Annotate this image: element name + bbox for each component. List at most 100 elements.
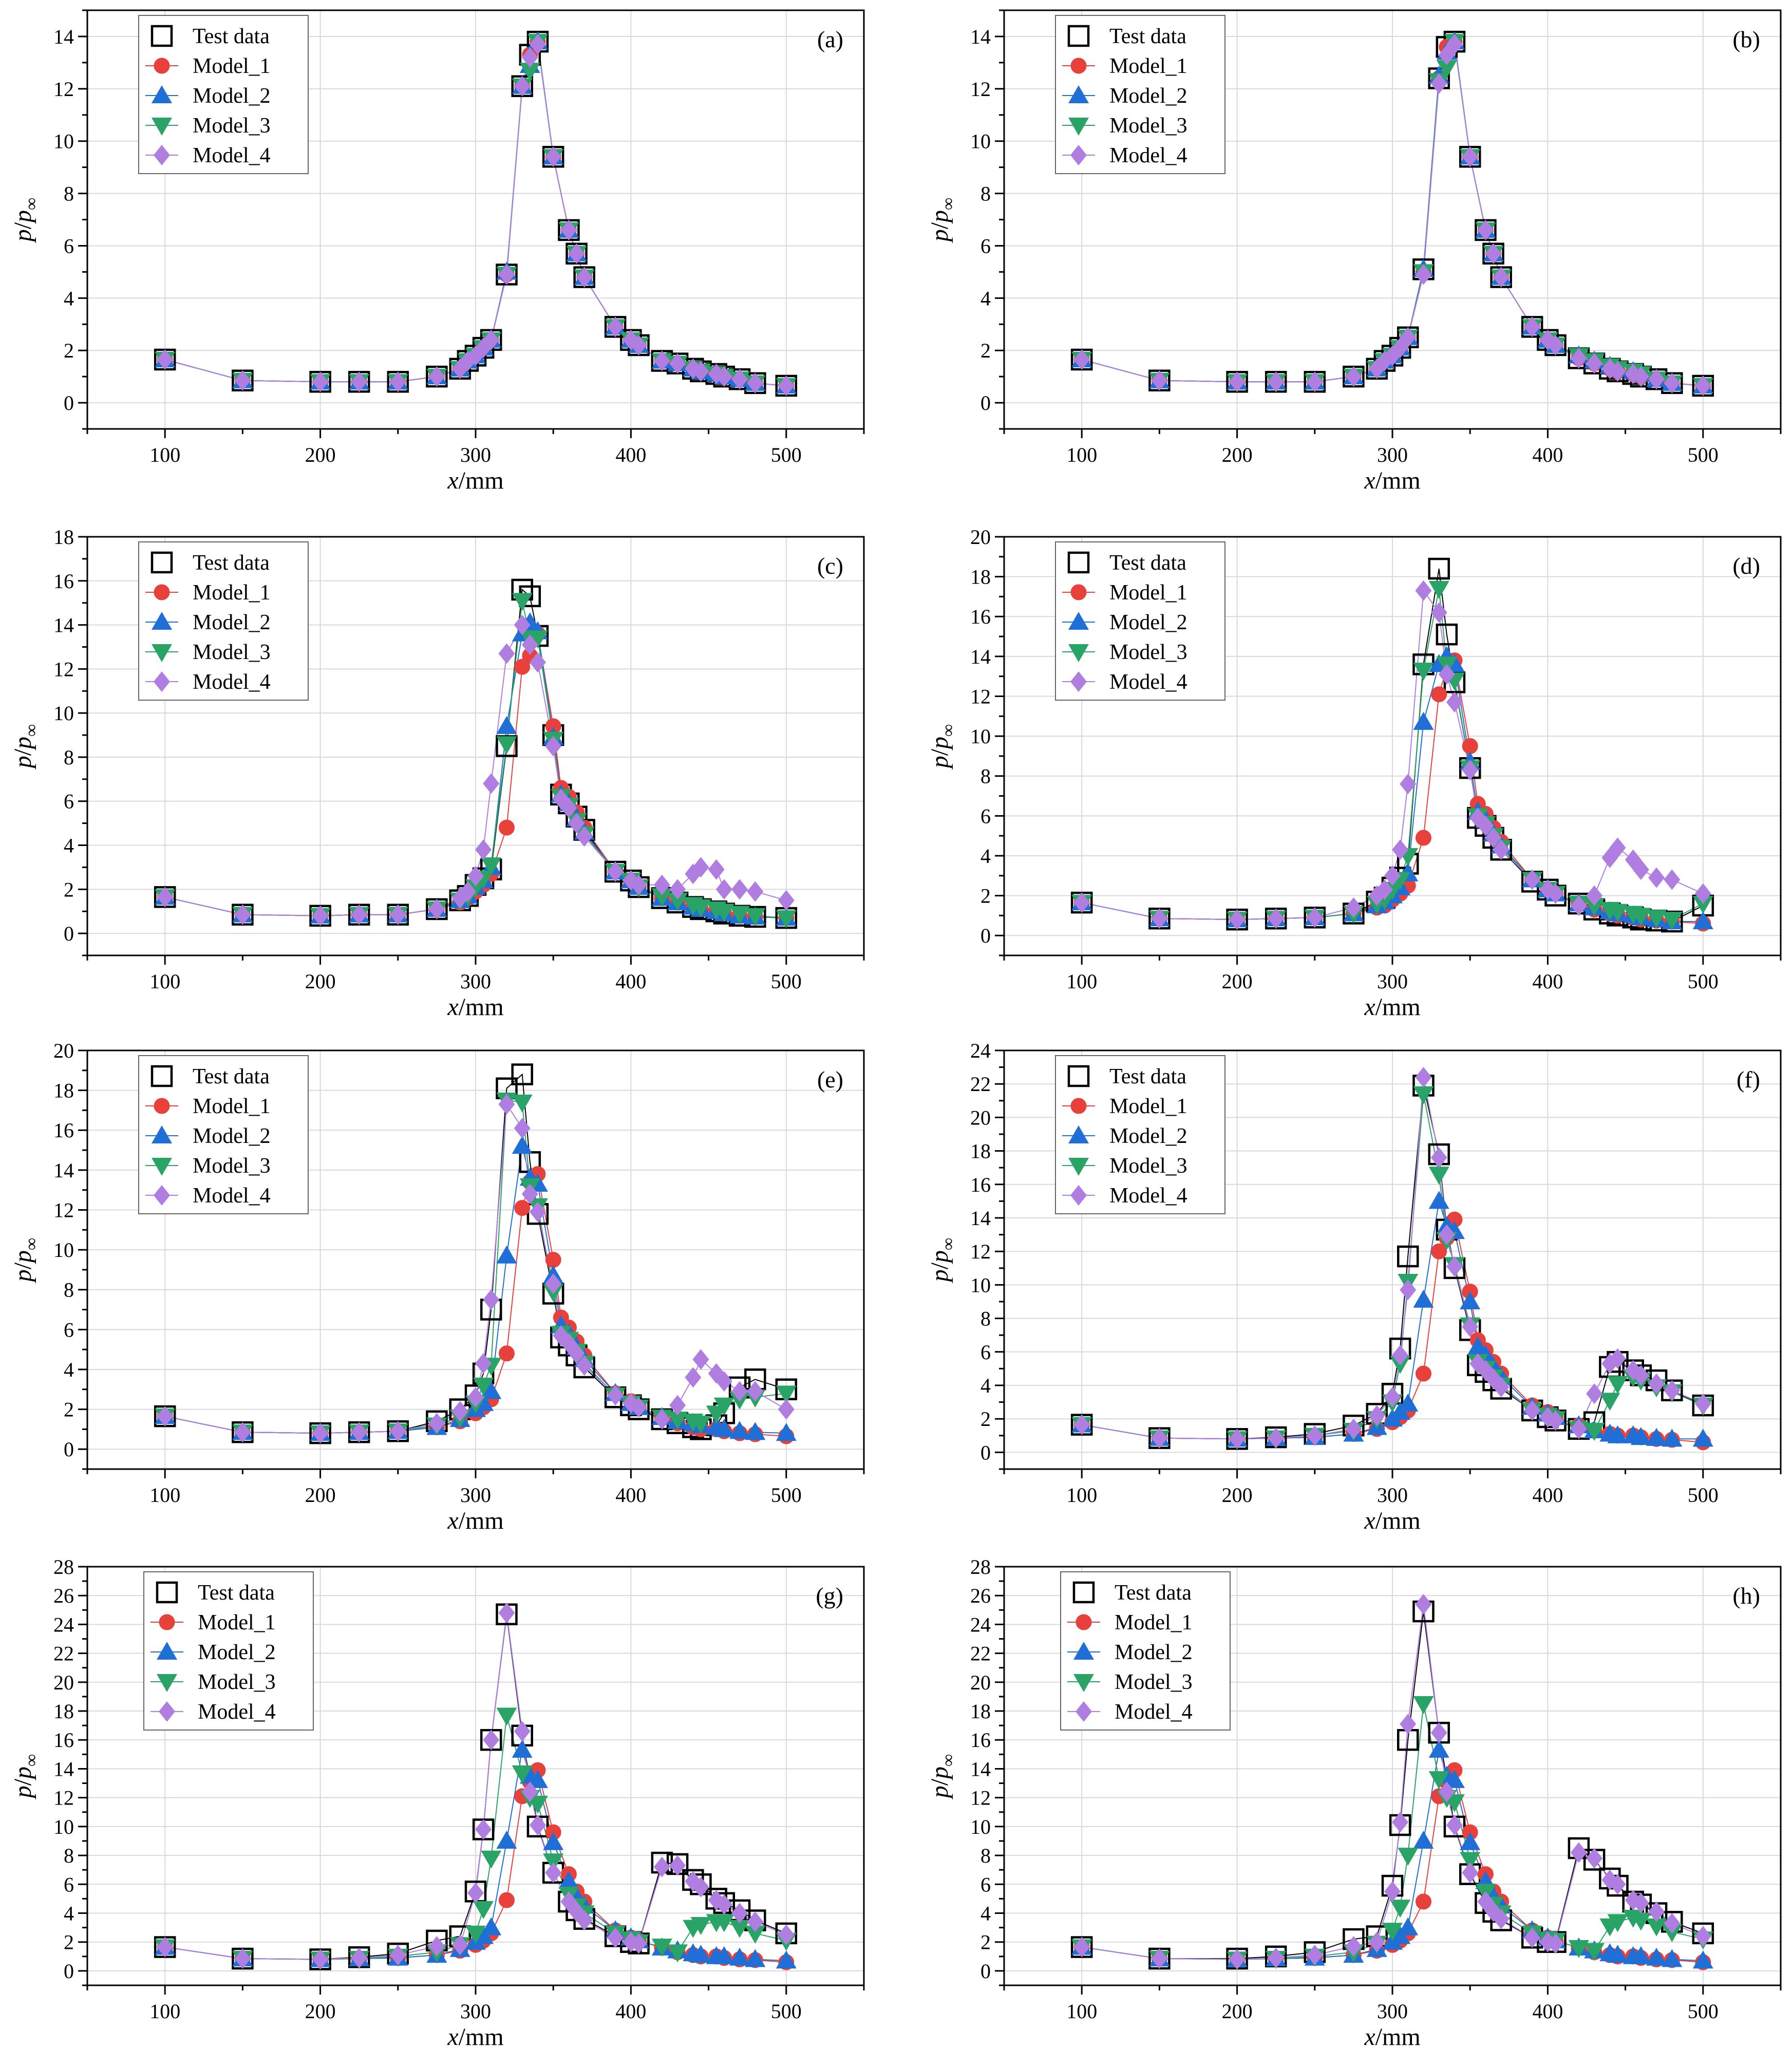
legend-marker [154,1185,170,1206]
data-point-model_4 [1524,869,1541,890]
legend-label: Model_1 [193,581,271,605]
chart-panel-h: 100 200 300 400 5000246810121416182022242628… [926,1555,1782,2051]
y-tick-label: 2 [980,885,991,908]
data-point-model_4 [483,329,500,350]
data-point-model_4 [630,1397,647,1418]
legend-label: Model_1 [193,54,271,78]
data-point-model_4 [1438,1781,1455,1802]
data-point-model_2 [729,1947,750,1966]
data-point-model_4 [157,887,174,908]
data-point-model_3 [667,1411,688,1430]
data-point-model_3 [1584,1423,1605,1441]
legend-marker [159,1614,175,1630]
data-point-model_4 [715,1371,732,1392]
x-axis-symbol: x [1364,467,1375,494]
data-point-model_1 [1431,686,1447,703]
data-point-model_3 [776,910,797,929]
data-point-model_4 [1073,1414,1090,1435]
data-point-model_4 [731,879,748,900]
legend-marker [154,584,170,600]
data-point-model_4 [1268,1947,1285,1968]
data-point-model_4 [1694,1393,1711,1414]
x-tick-label: 100 [1066,2000,1097,2023]
legend-label: Test data [198,1581,275,1605]
y-tick-label: 0 [64,1438,74,1461]
data-point-model_2 [1398,1393,1419,1412]
x-tick-label: 200 [1222,1483,1253,1507]
data-point-model_3 [1460,1852,1481,1870]
data-point-model_4 [1368,1931,1385,1952]
y-tick-label: 16 [53,1728,74,1752]
data-point-model_2 [1398,1917,1419,1936]
y-tick-label: 18 [53,1079,74,1102]
y-tick-label: 12 [53,1787,74,1810]
data-point-model_4 [731,1381,748,1402]
data-point-model_3 [776,1385,797,1404]
y-axis-title: p/p∞ [9,1238,41,1284]
y-tick-label: 6 [64,1318,74,1341]
x-tick-label: 100 [149,970,180,993]
y-tick-label: 4 [64,1358,74,1381]
data-point-model_4 [514,76,531,97]
y-tick-label: 0 [980,391,991,415]
data-point-model_2 [1460,1291,1481,1309]
y-tick-label: 10 [53,130,74,153]
data-point-model_4 [545,736,562,757]
data-point-model_3 [1662,912,1683,930]
data-point-model_4 [545,1273,562,1294]
data-point-model_4 [1570,1842,1587,1863]
y-tick-label: 12 [53,657,74,681]
data-point-model_2 [481,1381,502,1399]
panel-label: (c) [817,553,843,579]
series-layer [154,578,798,929]
legend-label: Model_4 [198,1700,276,1724]
legend-label: Model_1 [1109,1095,1187,1118]
data-point-model_4 [1694,1926,1711,1947]
series-layer [1070,557,1714,933]
x-tick-label: 500 [771,443,802,466]
x-axis-unit: /mm [1375,993,1421,1021]
x-axis-symbol: x [1364,1507,1375,1534]
data-point-model_4 [1438,1224,1455,1245]
data-point-model_4 [1073,1937,1090,1958]
data-point-model_4 [1586,353,1603,374]
legend-label: Model_2 [193,611,271,634]
legend-label: Model_2 [193,84,271,108]
legend-marker [1072,1581,1095,1604]
legend-marker [152,612,172,630]
data-point-model_3 [473,1901,494,1920]
data-point-model_2 [729,1421,750,1439]
y-tick-label: 6 [64,234,74,257]
y-tick-label: 14 [970,1207,991,1230]
data-point-model_4 [607,1927,624,1948]
data-point-model_1 [1462,738,1478,754]
data-point-model_1 [1431,1243,1447,1260]
x-axis-symbol: x [447,2023,458,2051]
data-point-model_4 [483,773,500,794]
y-tick-label: 8 [980,1307,991,1330]
y-tick-label: 6 [980,234,991,257]
y-tick-label: 14 [970,1757,991,1780]
data-point-model_4 [715,879,732,900]
data-point-model_2 [481,1917,502,1936]
data-point-model_2 [745,1422,766,1440]
x-tick-label: 400 [615,2000,646,2023]
legend-label: Model_2 [1109,84,1187,108]
data-point-model_4 [1430,73,1447,94]
y-tick-label: 4 [980,287,991,310]
data-point-model_4 [747,372,764,393]
legend-label: Model_4 [193,670,271,694]
x-tick-label: 200 [1222,443,1253,466]
data-point-model_4 [1345,1936,1362,1957]
y-axis-slash: / [9,1262,36,1269]
y-axis-denominator: p [9,737,36,750]
data-point-model_4 [1400,327,1417,348]
data-point-model_4 [1392,1812,1409,1833]
data-point-model_3 [1599,1393,1620,1411]
data-point-model_4 [1648,1901,1665,1922]
y-tick-label: 2 [64,878,74,901]
legend-marker [1067,1065,1090,1087]
data-point-model_2 [713,1946,734,1964]
panel-label: (e) [817,1066,843,1093]
x-tick-label: 400 [1532,1483,1563,1507]
